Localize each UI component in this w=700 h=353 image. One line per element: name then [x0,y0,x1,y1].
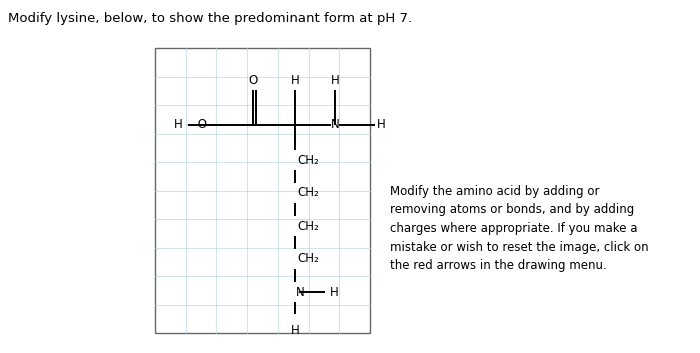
Text: Modify the amino acid by adding or
removing atoms or bonds, and by adding
charge: Modify the amino acid by adding or remov… [390,185,649,272]
Text: CH₂: CH₂ [297,154,319,167]
Text: O: O [248,74,258,87]
Text: —O: —O [186,119,207,132]
Text: H: H [290,74,300,87]
Text: CH₂: CH₂ [297,220,319,233]
Text: H: H [290,324,300,337]
Text: CH₂: CH₂ [297,252,319,265]
Text: N: N [330,119,340,132]
Text: CH₂: CH₂ [297,186,319,199]
Text: H: H [330,74,340,87]
Text: H: H [330,286,339,299]
Bar [155,48,370,333]
Text: H: H [174,119,183,132]
Text: Modify lysine, below, to show the predominant form at pH 7.: Modify lysine, below, to show the predom… [8,12,412,25]
Text: N: N [296,286,304,299]
Text: H: H [377,119,386,132]
